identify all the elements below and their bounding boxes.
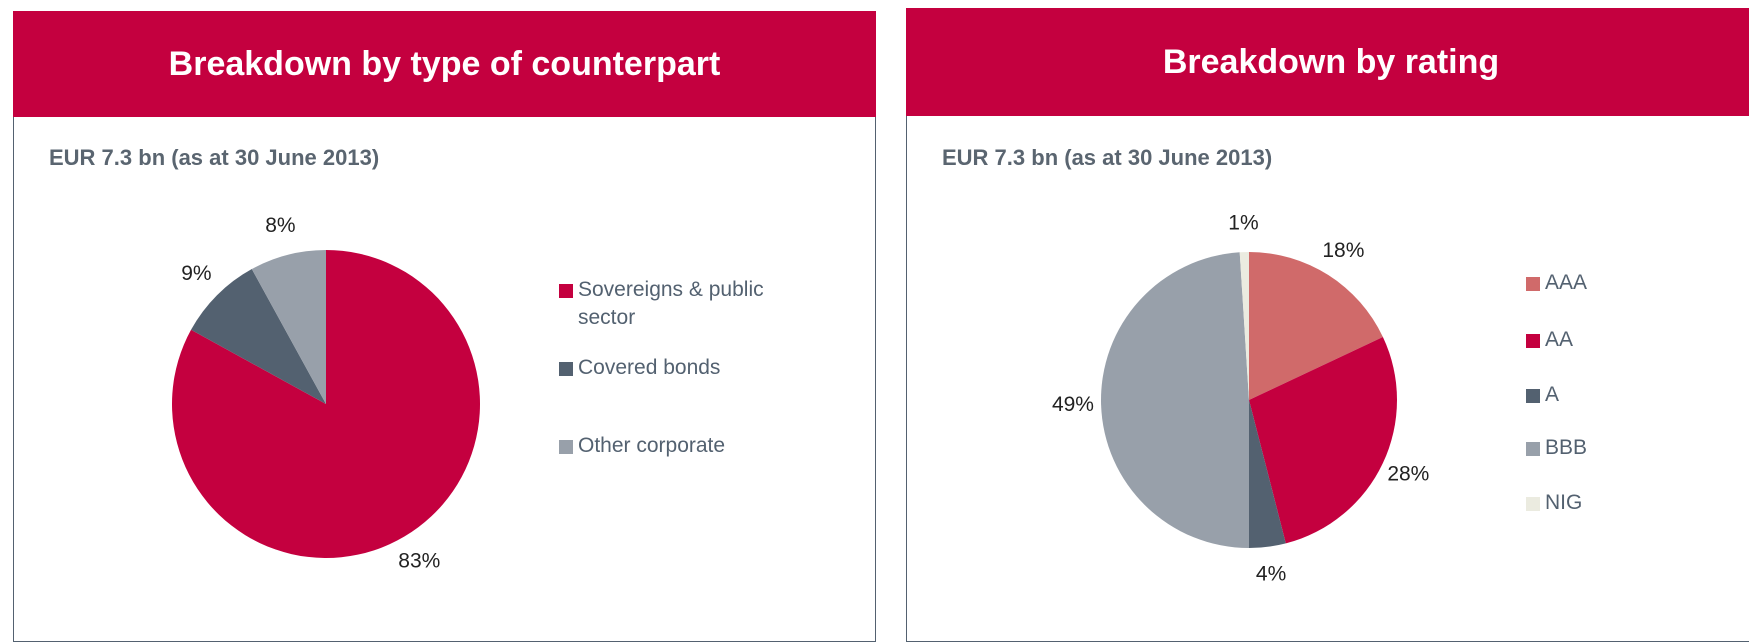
legend-swatch	[1526, 497, 1540, 511]
legend-item: Covered bonds	[559, 354, 779, 382]
legend-swatch	[1526, 277, 1540, 291]
legend-item: AA	[1526, 326, 1726, 354]
legend-swatch	[559, 362, 573, 376]
panel-title: Breakdown by type of counterpart	[13, 11, 876, 117]
legend-label: NIG	[1545, 491, 1583, 514]
data-label: 4%	[1256, 562, 1286, 585]
legend-label: Covered bonds	[578, 356, 721, 379]
legend-label: BBB	[1545, 436, 1588, 459]
legend-label: AA	[1545, 328, 1574, 351]
data-label: 28%	[1387, 463, 1429, 486]
data-label: 8%	[265, 214, 295, 237]
pie-slice	[1249, 400, 1286, 548]
legend-label: A	[1545, 383, 1560, 406]
legend-swatch	[1526, 389, 1540, 403]
pie-slice	[1249, 252, 1383, 400]
legend-item: BBB	[1526, 434, 1726, 462]
pie-slice	[1101, 252, 1249, 548]
pie-slice	[1249, 336, 1397, 544]
legend-item: A	[1526, 381, 1726, 409]
subtitle: EUR 7.3 bn (as at 30 June 2013)	[49, 145, 380, 170]
pie-slice	[251, 250, 326, 404]
data-label: 49%	[1052, 393, 1094, 416]
legend-item: Sovereigns & public sector	[559, 276, 779, 332]
legend-swatch	[559, 284, 573, 298]
subtitle: EUR 7.3 bn (as at 30 June 2013)	[942, 145, 1273, 170]
panel-title: Breakdown by rating	[906, 8, 1749, 116]
legend-item: NIG	[1526, 489, 1726, 517]
pie-slice	[1239, 252, 1249, 400]
legend-item: AAA	[1526, 269, 1726, 297]
legend-swatch	[1526, 334, 1540, 348]
legend-item: Other corporate	[559, 432, 779, 460]
legend-label: Sovereigns & public sector	[578, 278, 764, 329]
data-label: 1%	[1228, 212, 1258, 235]
legend-label: AAA	[1545, 271, 1588, 294]
legend-swatch	[1526, 442, 1540, 456]
pie-slice	[191, 269, 326, 404]
data-label: 83%	[398, 549, 440, 572]
legend-swatch	[559, 440, 573, 454]
data-label: 9%	[181, 262, 211, 285]
data-label: 18%	[1322, 239, 1364, 262]
legend-label: Other corporate	[578, 434, 726, 457]
